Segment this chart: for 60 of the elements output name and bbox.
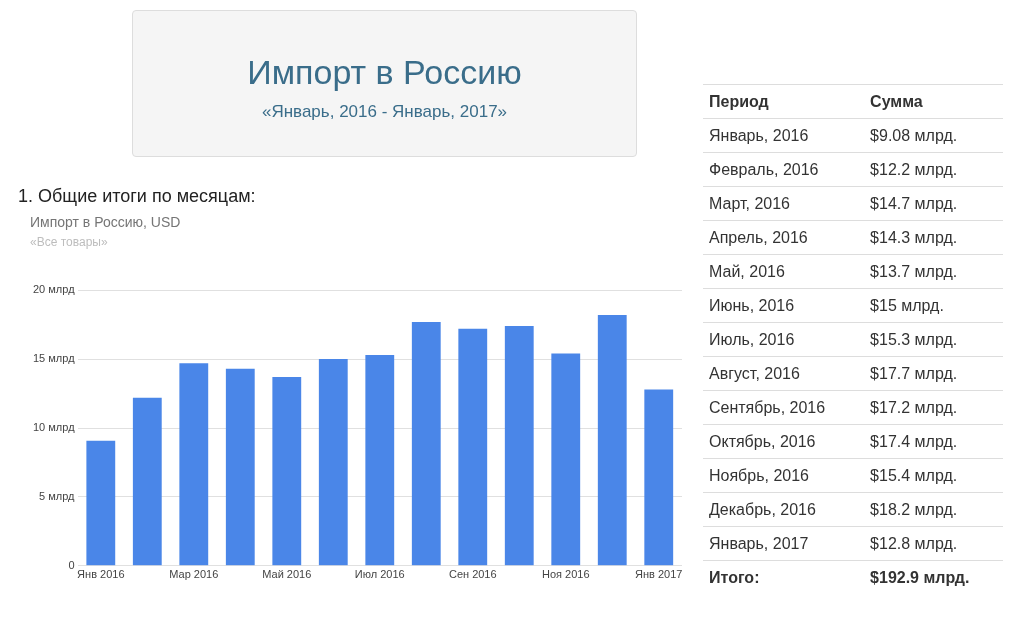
text: $9.08 млрд. xyxy=(864,118,1003,153)
bar xyxy=(132,397,162,566)
text: Февраль, 2016 xyxy=(703,152,865,187)
text: Период xyxy=(703,84,865,119)
x-tick-label: Мар 2016 xyxy=(169,568,219,581)
bar xyxy=(411,321,441,566)
text: $14.3 млрд. xyxy=(864,220,1003,255)
x-tick-label: Сен 2016 xyxy=(448,568,497,581)
text: $192.9 млрд. xyxy=(864,560,1003,594)
text: Август, 2016 xyxy=(703,356,865,391)
text: $12.2 млрд. xyxy=(864,152,1003,187)
bar xyxy=(551,353,581,566)
text: Март, 2016 xyxy=(703,186,865,221)
bar xyxy=(504,326,534,566)
text: Импорт в Россию xyxy=(246,53,523,92)
text: $15.3 млрд. xyxy=(864,322,1003,357)
text: Октябрь, 2016 xyxy=(703,424,865,459)
text: Май, 2016 xyxy=(703,254,865,289)
bar xyxy=(458,328,488,566)
text: $17.2 млрд. xyxy=(864,390,1003,425)
text: $13.7 млрд. xyxy=(864,254,1003,289)
text: $12.8 млрд. xyxy=(864,526,1003,561)
chart-title: Импорт в Россию, USD xyxy=(30,214,181,231)
bar xyxy=(644,389,674,566)
x-tick-label: Ноя 2016 xyxy=(541,568,590,581)
text: Сентябрь, 2016 xyxy=(703,390,865,425)
bar xyxy=(179,363,209,566)
text: Декабрь, 2016 xyxy=(703,492,865,527)
text: Июнь, 2016 xyxy=(703,288,865,323)
x-tick-label: Янв 2017 xyxy=(635,568,683,581)
bar xyxy=(272,377,302,566)
x-tick-label: Янв 2016 xyxy=(77,568,125,581)
bar xyxy=(225,368,255,566)
text: 1. Общие итоги по месяцам: xyxy=(18,186,256,207)
bar xyxy=(318,359,348,566)
y-tick-label: 5 млрд xyxy=(39,489,76,502)
text: $17.4 млрд. xyxy=(864,424,1003,459)
x-tick-label: Май 2016 xyxy=(262,568,312,581)
text: Итого: xyxy=(703,560,865,594)
bar xyxy=(597,315,627,566)
text: Апрель, 2016 xyxy=(703,220,865,255)
text: Январь, 2016 xyxy=(703,118,865,153)
y-tick-label: 10 млрд xyxy=(32,421,76,434)
x-tick-label: Июл 2016 xyxy=(354,568,405,581)
text: Ноябрь, 2016 xyxy=(703,458,865,493)
text: $17.7 млрд. xyxy=(864,356,1003,391)
text: Июль, 2016 xyxy=(703,322,865,357)
text: $15 млрд. xyxy=(864,288,1003,323)
bar xyxy=(365,354,395,566)
text: «Январь, 2016 - Январь, 2017» xyxy=(260,102,509,122)
y-tick-label: 15 млрд xyxy=(32,352,76,365)
text: $15.4 млрд. xyxy=(864,458,1003,493)
chart-subtitle: «Все товары» xyxy=(30,235,108,250)
y-tick-label: 0 xyxy=(68,558,75,571)
text: $18.2 млрд. xyxy=(864,492,1003,527)
text: Сумма xyxy=(864,84,1003,119)
bar xyxy=(86,440,116,566)
text: Январь, 2017 xyxy=(703,526,865,561)
text: $14.7 млрд. xyxy=(864,186,1003,221)
y-tick-label: 20 млрд xyxy=(32,283,76,296)
